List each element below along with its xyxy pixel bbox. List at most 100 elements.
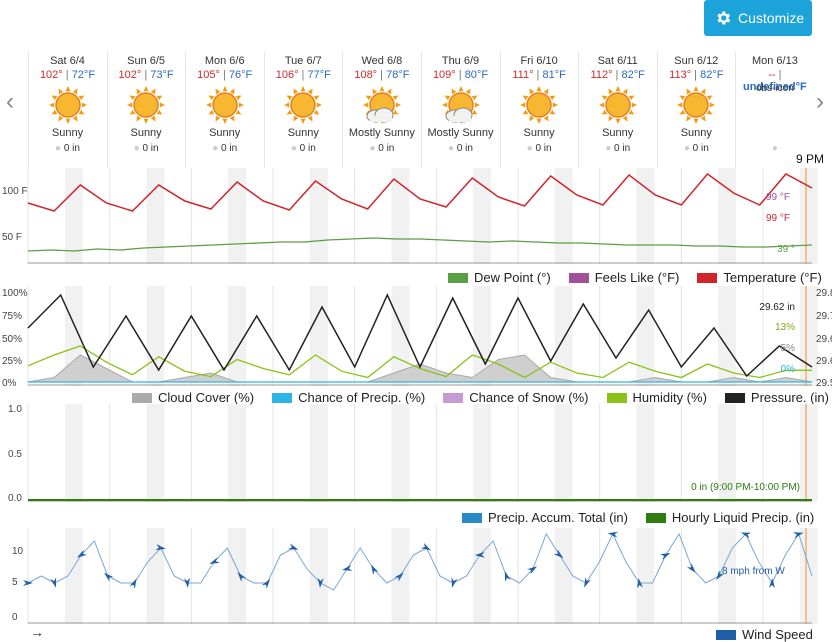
dew-point-line	[27, 237, 813, 252]
day-name: Thu 6/9	[441, 55, 480, 67]
legend-swatch	[716, 629, 736, 640]
night-band	[473, 528, 492, 624]
night-band	[309, 528, 328, 624]
day-name: Fri 6/10	[520, 55, 558, 67]
day-card[interactable]: Sun 6/5 102° | 73°F Sunny ● 0 in	[106, 52, 185, 168]
wind-arrow-icon	[660, 552, 671, 560]
legend-label: Wind Speed	[742, 627, 813, 642]
high-temp: 109°	[432, 69, 456, 81]
precip-amount: ● 0 in	[212, 143, 238, 154]
y-tick-label-right: 29.6	[816, 356, 832, 367]
low-temp: 78°F	[386, 69, 410, 81]
legend-item[interactable]: Wind Speed	[716, 627, 813, 642]
night-band	[636, 168, 655, 264]
y-tick-label: 50%	[2, 334, 22, 345]
raindrop-icon: ●	[369, 143, 379, 154]
legend-label: Hourly Liquid Precip. (in)	[671, 510, 815, 525]
low-temp: 82°F	[700, 69, 724, 81]
wind-arrow-icon	[23, 580, 33, 586]
legend-label: Feels Like (°F)	[594, 270, 680, 285]
day-card[interactable]: Thu 6/9 109° | 80°F Mostly Sunny ● 0 in	[421, 52, 499, 168]
night-band	[554, 168, 573, 264]
pressure-line	[27, 293, 813, 378]
precip-amount: ●	[736, 143, 813, 154]
y-tick-label: 10	[12, 546, 24, 557]
y-tick-label: 0%	[2, 378, 17, 389]
high-temp: 113°	[669, 69, 692, 81]
day-card[interactable]: Sat 6/11 112° | 82°F Sunny ● 0 in	[578, 52, 656, 168]
legend-item[interactable]: Temperature (°F)	[697, 270, 822, 285]
legend-item[interactable]: Chance of Snow (%)	[443, 390, 589, 405]
precip-annotation: 0 in (9:00 PM-10:00 PM)	[691, 482, 800, 493]
night-band	[64, 528, 83, 624]
condition-label: Sunny	[51, 127, 84, 139]
legend-label: Dew Point (°)	[474, 270, 551, 285]
legend-item[interactable]: Dew Point (°)	[448, 270, 551, 285]
raindrop-icon: ●	[605, 143, 615, 154]
y-tick-label: 1.0	[8, 404, 22, 415]
low-temp: 77°F	[307, 69, 331, 81]
precip-amount: ● 0 in	[55, 143, 80, 154]
legend-item[interactable]: Hourly Liquid Precip. (in)	[645, 510, 815, 525]
day-temps: 112° | 82°F	[590, 69, 645, 81]
legend-item[interactable]: Feels Like (°F)	[568, 270, 680, 285]
legend-item[interactable]: Pressure. (in)	[724, 390, 829, 405]
wind-arrow-icon	[607, 531, 619, 538]
day-card[interactable]: Mon 6/13 -- | undefined°F obs-icon ●	[735, 52, 813, 168]
sun-icon	[205, 86, 244, 124]
humidity-pressure-chart: 100% 75% 50% 25% 0% 29.8 29.7 29.6 29.6 29.5 29.62…	[2, 286, 832, 389]
sunny-icon	[501, 83, 578, 127]
legend-swatch	[697, 272, 718, 283]
legend-swatch	[132, 392, 152, 403]
day-card[interactable]: Wed 6/8 108° | 78°F Mostly Sunny ● 0 in	[342, 52, 420, 168]
legend-label: Temperature (°F)	[723, 270, 822, 285]
day-card[interactable]: Fri 6/10 111° | 81°F Sunny ● 0 in	[499, 52, 578, 168]
customize-button[interactable]: Customize	[704, 0, 812, 36]
night-band	[228, 404, 247, 502]
wind-arrow-icon	[183, 577, 190, 588]
legend-item[interactable]: Cloud Cover (%)	[132, 390, 254, 405]
day-card[interactable]: Mon 6/6 105° | 76°F Sunny ● 0 in	[185, 52, 263, 168]
legend-item[interactable]: Chance of Precip. (%)	[272, 390, 425, 405]
partly-cloudy-icon	[362, 86, 401, 124]
day-temps: 109° | 80°F	[432, 69, 489, 81]
low-temp: undefined°F	[743, 81, 807, 93]
precip-amount: ● 0 in	[526, 143, 552, 154]
humidity-value: 13%	[775, 322, 795, 333]
night-band	[64, 404, 83, 502]
wind-arrow-icon	[686, 563, 696, 573]
day-card[interactable]: Sat 6/4 102° | 72°F Sunny ● 0 in	[28, 52, 106, 168]
night-band	[799, 404, 818, 502]
next-arrow-icon[interactable]: ›	[816, 88, 824, 115]
legend-item[interactable]: Precip. Accum. Total (in)	[462, 510, 628, 525]
legend-swatch	[443, 392, 464, 403]
day-card[interactable]: Tue 6/7 106° | 77°F Sunny ● 0 in	[263, 52, 342, 168]
night-band	[473, 168, 492, 264]
temperature-chart: 100 F 50 F 99 °F 99 °F 39 °	[2, 168, 818, 264]
temperature-legend: Dew Point (°) Feels Like (°F) Temperature …	[448, 270, 822, 285]
precip-amount: ● 0 in	[369, 143, 395, 154]
day-temps: 102° | 73°F	[118, 69, 174, 81]
customize-label: Customize	[738, 10, 805, 26]
night-band	[228, 286, 247, 386]
night-band	[228, 168, 247, 264]
night-band	[146, 168, 165, 264]
sun-icon	[127, 86, 166, 124]
wind-arrow-icon	[76, 549, 87, 558]
legend-swatch	[272, 392, 293, 403]
day-name: Mon 6/6	[204, 55, 245, 67]
wind-arrow-icon	[209, 557, 220, 564]
low-temp: 81°F	[542, 69, 566, 81]
day-temps: 105° | 76°F	[197, 69, 253, 81]
day-card[interactable]: Sun 6/12 113° | 82°F Sunny ● 0 in	[656, 52, 735, 168]
wind-arrow-icon	[740, 532, 752, 539]
prev-arrow-icon[interactable]: ‹	[6, 88, 14, 115]
sunny-icon	[579, 83, 656, 127]
legend-item[interactable]: Humidity (%)	[606, 390, 707, 405]
sun-icon	[598, 86, 637, 124]
y-tick-label: 100%	[2, 288, 28, 299]
wind-arrow-icon	[261, 578, 271, 589]
high-temp: --	[768, 69, 776, 81]
legend-swatch	[568, 272, 589, 283]
precip-chart: 1.0 0.5 0.0 0 in (9:00 PM-10:00 PM)	[8, 404, 818, 504]
